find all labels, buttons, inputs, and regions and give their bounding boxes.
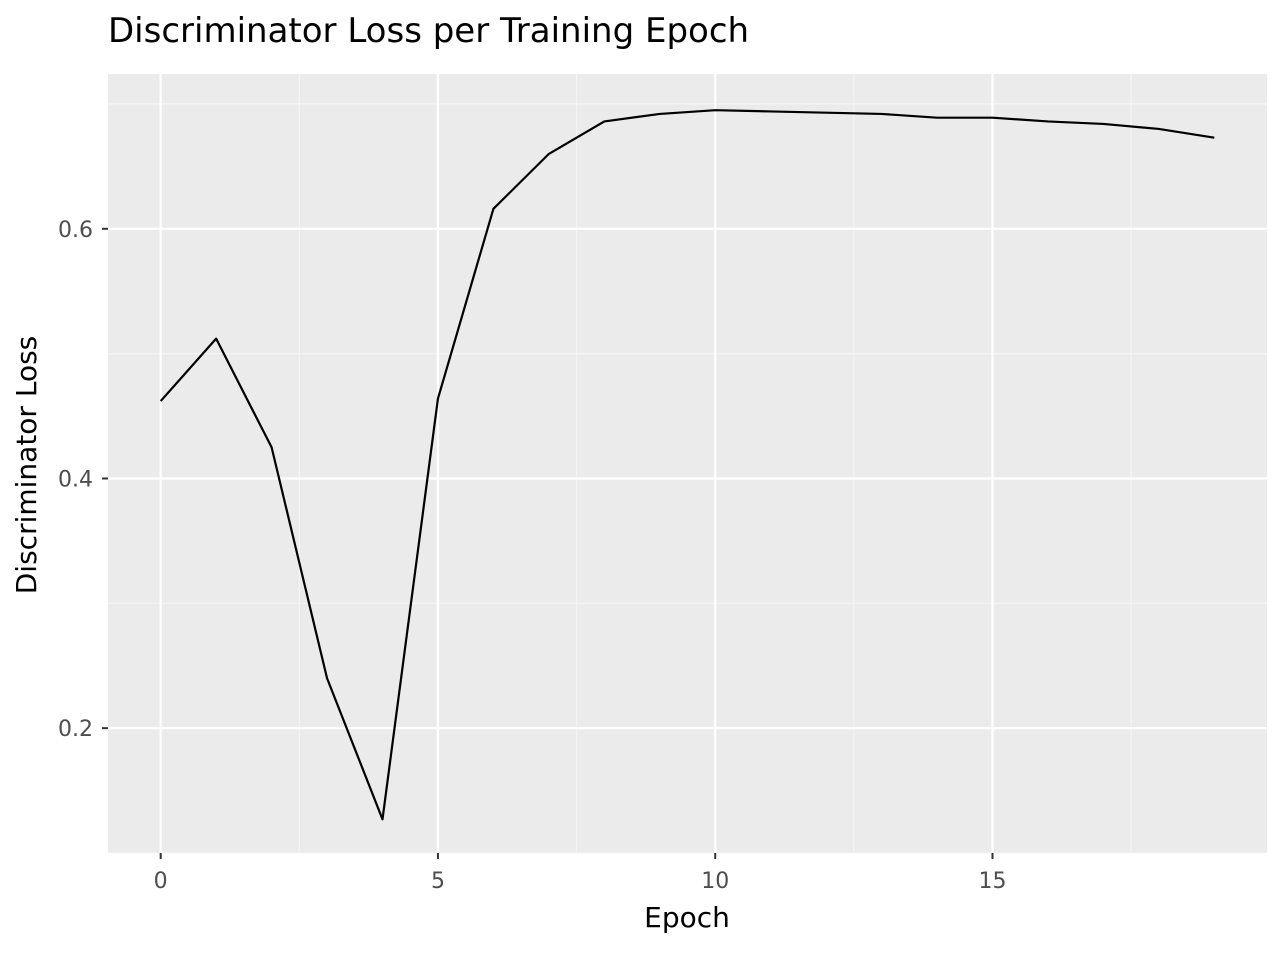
y-axis-title: Discriminator Loss: [10, 336, 43, 595]
x-tick-label: 5: [431, 869, 445, 894]
x-axis-title: Epoch: [644, 901, 730, 934]
chart-title: Discriminator Loss per Training Epoch: [108, 11, 749, 51]
axis-ticks: 0 5 10 15 0.2 0.4 0.6: [58, 218, 1007, 894]
y-tick-label: 0.2: [58, 717, 93, 742]
plot-panel: [108, 74, 1267, 853]
series-line-0: [159, 109, 1215, 821]
y-tick-label: 0.6: [58, 218, 93, 243]
minor-gridlines: [108, 74, 1267, 854]
x-tick-label: 0: [154, 869, 168, 894]
y-tick-label: 0.4: [58, 467, 93, 492]
major-gridlines: [108, 74, 1267, 853]
series-layer: [159, 109, 1215, 821]
x-tick-label: 10: [701, 869, 729, 894]
x-tick-label: 15: [979, 869, 1007, 894]
